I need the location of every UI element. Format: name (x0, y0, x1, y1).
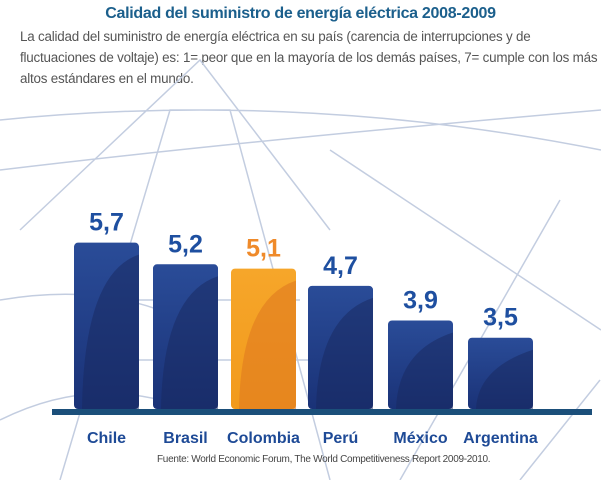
category-label: Argentina (463, 430, 538, 447)
bar-shine (476, 349, 533, 409)
bar-shine (316, 297, 373, 409)
source-note: Fuente: World Economic Forum, The World … (157, 454, 491, 465)
category-label: Brasil (163, 430, 207, 447)
value-label: 3,9 (403, 286, 438, 314)
bar-shine (239, 280, 296, 409)
chart-title: Calidad del suministro de energía eléctr… (105, 5, 496, 22)
value-label: 4,7 (323, 252, 358, 280)
category-label: México (393, 430, 447, 447)
category-label: Colombia (227, 430, 300, 447)
bar-shine (82, 254, 139, 409)
value-label: 5,2 (168, 230, 203, 258)
bar-shine (396, 332, 453, 409)
category-label: Perú (323, 430, 359, 447)
value-label: 3,5 (483, 304, 518, 332)
baseline-axis (52, 409, 592, 415)
chart-subtitle: La calidad del suministro de energía elé… (20, 29, 598, 86)
value-label: 5,7 (89, 209, 124, 237)
value-label: 5,1 (246, 235, 281, 263)
category-label: Chile (87, 430, 126, 447)
bar-shine (161, 276, 218, 409)
